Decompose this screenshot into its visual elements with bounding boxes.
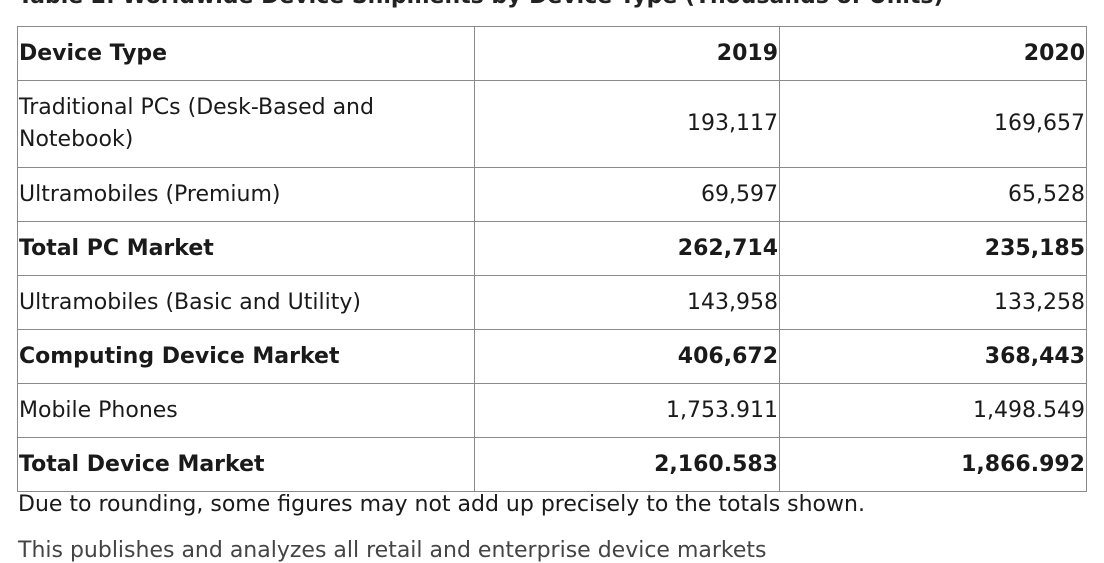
value-2019: 1,753.911 — [474, 383, 780, 438]
table-row: Traditional PCs (Desk-Based and Notebook… — [17, 80, 1087, 168]
table-row: Ultramobiles (Premium) 69,597 65,528 — [17, 167, 1087, 222]
table-row-total: Total PC Market 262,714 235,185 — [17, 221, 1087, 276]
header-device-type: Device Type — [17, 26, 475, 81]
value-2019: 2,160.583 — [474, 437, 780, 492]
value-2020: 368,443 — [779, 329, 1087, 384]
header-2020: 2020 — [779, 26, 1087, 81]
table-row-total: Computing Device Market 406,672 368,443 — [17, 329, 1087, 384]
value-2019: 262,714 — [474, 221, 780, 276]
row-label: Traditional PCs (Desk-Based and Notebook… — [17, 80, 475, 168]
footnote: Due to rounding, some figures may not ad… — [18, 492, 865, 517]
row-label: Total Device Market — [17, 437, 475, 492]
next-paragraph: This publishes and analyzes all retail a… — [18, 538, 767, 563]
value-2019: 193,117 — [474, 80, 780, 168]
table-header-row: Device Type 2019 2020 — [17, 26, 1087, 81]
value-2019: 69,597 — [474, 167, 780, 222]
value-2020: 169,657 — [779, 80, 1087, 168]
value-2019: 406,672 — [474, 329, 780, 384]
row-label: Mobile Phones — [17, 383, 475, 438]
row-label: Total PC Market — [17, 221, 475, 276]
header-2019: 2019 — [474, 26, 780, 81]
row-label: Ultramobiles (Premium) — [17, 167, 475, 222]
value-2020: 235,185 — [779, 221, 1087, 276]
row-label: Computing Device Market — [17, 329, 475, 384]
value-2020: 133,258 — [779, 275, 1087, 330]
value-2020: 1,866.992 — [779, 437, 1087, 492]
value-2020: 1,498.549 — [779, 383, 1087, 438]
device-shipments-table: Device Type 2019 2020 Traditional PCs (D… — [17, 26, 1087, 492]
table-row-total: Total Device Market 2,160.583 1,866.992 — [17, 437, 1087, 492]
table-row: Ultramobiles (Basic and Utility) 143,958… — [17, 275, 1087, 330]
value-2020: 65,528 — [779, 167, 1087, 222]
table-row: Mobile Phones 1,753.911 1,498.549 — [17, 383, 1087, 438]
row-label: Ultramobiles (Basic and Utility) — [17, 275, 475, 330]
table-caption: Table 2. Worldwide Device Shipments by D… — [18, 0, 944, 9]
value-2019: 143,958 — [474, 275, 780, 330]
